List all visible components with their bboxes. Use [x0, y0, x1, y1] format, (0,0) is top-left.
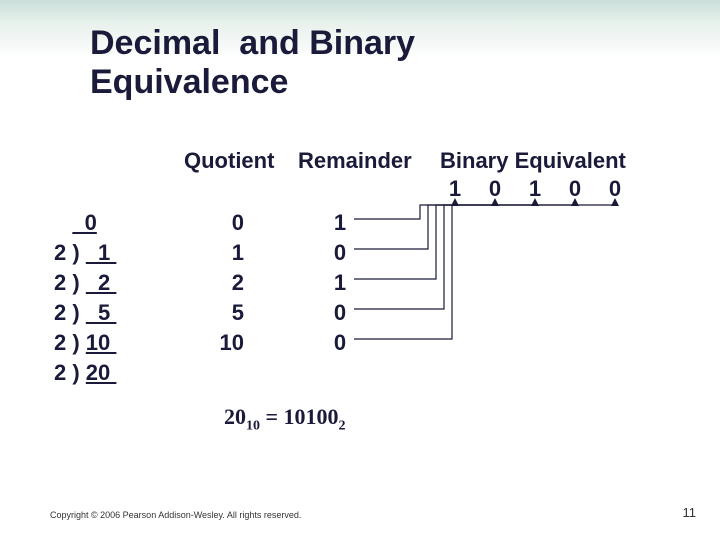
- copyright-text: Copyright © 2006 Pearson Addison-Wesley.…: [50, 510, 301, 520]
- binary-bit: 0: [485, 176, 505, 202]
- remainder-value: 1: [330, 208, 350, 238]
- binary-bit: 1: [445, 176, 465, 202]
- binary-bit: 0: [565, 176, 585, 202]
- division-top: 0: [54, 208, 116, 238]
- header-remainder: Remainder: [298, 148, 412, 174]
- binary-bit: 0: [605, 176, 625, 202]
- page-number: 11: [683, 505, 697, 520]
- division-column: 0 2 ) 1 2 ) 2 2 ) 5 2 ) 10 2 ) 20: [54, 208, 116, 388]
- remainder-value: 0: [330, 238, 350, 268]
- division-row: 2 ) 10: [54, 328, 116, 358]
- quotient-value: 5: [200, 298, 244, 328]
- equation-rhs: 10100: [284, 404, 339, 429]
- division-row: 2 ) 2: [54, 268, 116, 298]
- quotient-value: 2: [200, 268, 244, 298]
- division-row: 2 ) 1: [54, 238, 116, 268]
- remainder-value: 0: [330, 298, 350, 328]
- remainder-value: 1: [330, 268, 350, 298]
- slide-title: Decimal and BinaryEquivalence: [90, 24, 415, 102]
- remainder-value: 0: [330, 328, 350, 358]
- equation-lhs: 20: [224, 404, 246, 429]
- division-row: 2 ) 5: [54, 298, 116, 328]
- quotient-column: 012510: [200, 208, 244, 358]
- quotient-value: 10: [200, 328, 244, 358]
- equation-eq: =: [266, 404, 284, 429]
- division-row: 2 ) 20: [54, 358, 116, 388]
- binary-bit: 1: [525, 176, 545, 202]
- header-quotient: Quotient: [184, 148, 274, 174]
- remainder-column: 10100: [330, 208, 350, 358]
- equation: 2010 = 101002: [224, 404, 346, 434]
- quotient-value: 1: [200, 238, 244, 268]
- quotient-value: 0: [200, 208, 244, 238]
- header-binary-equivalent: Binary Equivalent: [440, 148, 626, 174]
